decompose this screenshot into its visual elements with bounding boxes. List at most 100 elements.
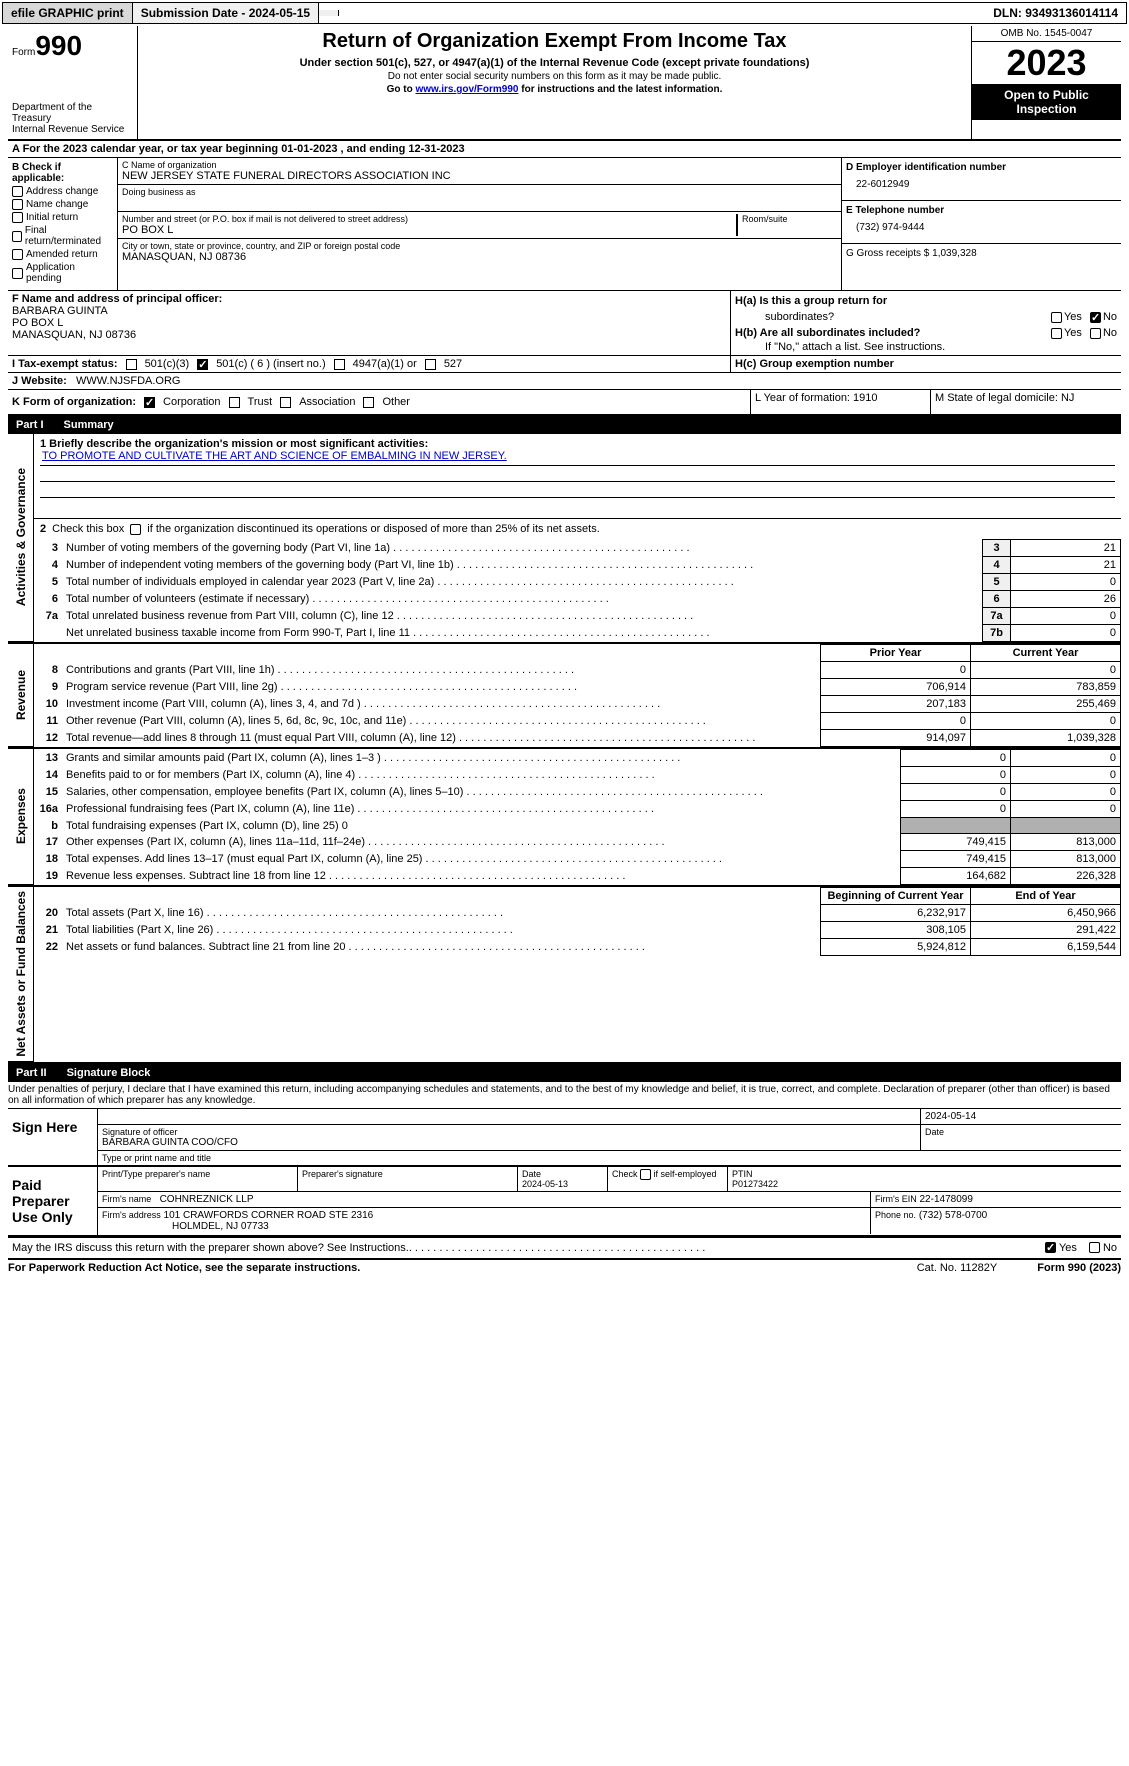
paperwork-notice: For Paperwork Reduction Act Notice, see … xyxy=(8,1262,360,1274)
form-ref: Form 990 (2023) xyxy=(1037,1262,1121,1274)
ptin-lbl: PTIN xyxy=(732,1169,753,1179)
q1-lbl: 1 Briefly describe the organization's mi… xyxy=(40,438,1115,450)
discuss-yes[interactable] xyxy=(1045,1242,1056,1253)
activities-governance: Activities & Governance 1 Briefly descri… xyxy=(8,434,1121,644)
year-formation: L Year of formation: 1910 xyxy=(751,390,931,414)
entity-block: B Check if applicable: Address changeNam… xyxy=(8,158,1121,291)
hb-no-check[interactable] xyxy=(1090,328,1101,339)
ssn-note: Do not enter social security numbers on … xyxy=(144,71,965,82)
corp-check[interactable] xyxy=(144,397,155,408)
ein: 22-6012949 xyxy=(846,173,1117,196)
ha-lbl: H(a) Is this a group return for xyxy=(735,295,887,307)
tab-na: Net Assets or Fund Balances xyxy=(12,887,30,1061)
tel-lbl: E Telephone number xyxy=(846,205,1117,216)
hb-note: If "No," attach a list. See instructions… xyxy=(735,341,1117,353)
part2-num: Part II xyxy=(16,1067,47,1079)
boxb-item: Name change xyxy=(26,199,88,210)
addr: PO BOX L xyxy=(122,224,736,236)
501c3: 501(c)(3) xyxy=(145,358,190,370)
boxb-check[interactable] xyxy=(12,249,23,260)
sig-intro: Under penalties of perjury, I declare th… xyxy=(8,1082,1121,1109)
boxb-item: Application pending xyxy=(26,262,113,284)
boxb-item: Amended return xyxy=(26,249,98,260)
boxb-check[interactable] xyxy=(12,212,23,223)
city: MANASQUAN, NJ 08736 xyxy=(122,251,837,263)
phone-lbl: Phone no. xyxy=(875,1210,916,1220)
dln: DLN: 93493136014114 xyxy=(985,3,1126,23)
4947-check[interactable] xyxy=(334,359,345,370)
public-inspection: Open to Public Inspection xyxy=(972,84,1121,120)
sig-name: BARBARA GUINTA COO/CFO xyxy=(102,1137,916,1148)
row-a: A For the 2023 calendar year, or tax yea… xyxy=(8,141,1121,158)
no-lbl: No xyxy=(1103,311,1117,323)
header: Form990 Department of the Treasury Inter… xyxy=(8,26,1121,141)
part2-title: Signature Block xyxy=(67,1067,151,1079)
yes-lbl2: Yes xyxy=(1064,327,1082,339)
501c: 501(c) ( 6 ) (insert no.) xyxy=(216,358,325,370)
org-name: NEW JERSEY STATE FUNERAL DIRECTORS ASSOC… xyxy=(122,170,837,182)
name-title-lbl: Type or print name and title xyxy=(98,1151,1121,1165)
ps-lbl: Preparer's signature xyxy=(298,1167,518,1191)
box-c: C Name of organization NEW JERSEY STATE … xyxy=(118,158,841,290)
faddr2: HOLMDEL, NJ 07733 xyxy=(102,1221,269,1232)
other-check[interactable] xyxy=(363,397,374,408)
q2: Check this box xyxy=(52,523,124,535)
no-lbl2: No xyxy=(1103,327,1117,339)
discuss-row: May the IRS discuss this return with the… xyxy=(8,1237,1121,1260)
discuss-no[interactable] xyxy=(1089,1242,1100,1253)
form-prefix: Form xyxy=(12,47,35,58)
tab-ag: Activities & Governance xyxy=(12,464,30,610)
ha-no-check[interactable] xyxy=(1090,312,1101,323)
part1-title: Summary xyxy=(64,419,114,431)
sig-of-lbl: Signature of officer xyxy=(102,1127,916,1137)
boxb-check[interactable] xyxy=(12,231,22,242)
527-check[interactable] xyxy=(425,359,436,370)
omb: OMB No. 1545-0047 xyxy=(972,26,1121,42)
501c-check[interactable] xyxy=(197,359,208,370)
hc-lbl: H(c) Group exemption number xyxy=(735,358,894,370)
sig-date-lbl: Date xyxy=(925,1127,1117,1137)
right-col: D Employer identification number 22-6012… xyxy=(841,158,1121,290)
officer-addr2: MANASQUAN, NJ 08736 xyxy=(12,329,726,341)
ha-yes-check[interactable] xyxy=(1051,312,1062,323)
website[interactable]: WWW.NJSFDA.ORG xyxy=(76,375,181,387)
link-post: for instructions and the latest informat… xyxy=(518,84,722,95)
footer: For Paperwork Reduction Act Notice, see … xyxy=(8,1262,1121,1274)
state-domicile: M State of legal domicile: NJ xyxy=(931,390,1121,414)
boxb-check[interactable] xyxy=(12,268,23,279)
pt-lbl: Print/Type preparer's name xyxy=(98,1167,298,1191)
trust: Trust xyxy=(248,396,273,408)
website-lbl: J Website: xyxy=(12,375,67,387)
efile-button[interactable]: efile GRAPHIC print xyxy=(3,3,133,23)
boxb-check[interactable] xyxy=(12,199,23,210)
faddr1: 101 CRAWFORDS CORNER ROAD STE 2316 xyxy=(164,1210,374,1221)
sig-date: 2024-05-14 xyxy=(921,1109,1121,1124)
boxb-item: Final return/terminated xyxy=(25,225,113,247)
tab-exp: Expenses xyxy=(12,784,30,848)
room-lbl: Room/suite xyxy=(742,214,837,224)
q2-check[interactable] xyxy=(130,524,141,535)
name-lbl: C Name of organization xyxy=(122,160,837,170)
phone: (732) 578-0700 xyxy=(919,1210,987,1221)
ein-lbl: D Employer identification number xyxy=(846,162,1117,173)
self-check[interactable] xyxy=(640,1169,651,1180)
yes3: Yes xyxy=(1059,1242,1077,1254)
irs-link[interactable]: www.irs.gov/Form990 xyxy=(415,84,518,95)
assoc-check[interactable] xyxy=(280,397,291,408)
hb-yes-check[interactable] xyxy=(1051,328,1062,339)
row-klm: K Form of organization: Corporation Trus… xyxy=(8,390,1121,416)
boxb-check[interactable] xyxy=(12,186,23,197)
tax-year: 2023 xyxy=(972,42,1121,84)
self-emp: Check if self-employed xyxy=(608,1167,728,1191)
501c3-check[interactable] xyxy=(126,359,137,370)
discuss-text: May the IRS discuss this return with the… xyxy=(12,1242,409,1254)
signature-block: Under penalties of perjury, I declare th… xyxy=(8,1082,1121,1237)
box-b: B Check if applicable: Address changeNam… xyxy=(8,158,118,290)
faddr-lbl: Firm's address xyxy=(102,1210,161,1220)
form-number: 990 xyxy=(35,30,82,61)
no3: No xyxy=(1103,1242,1117,1254)
addr-lbl: Number and street (or P.O. box if mail i… xyxy=(122,214,736,224)
ptin: P01273422 xyxy=(732,1179,778,1189)
trust-check[interactable] xyxy=(229,397,240,408)
fein-lbl: Firm's EIN xyxy=(875,1194,917,1204)
